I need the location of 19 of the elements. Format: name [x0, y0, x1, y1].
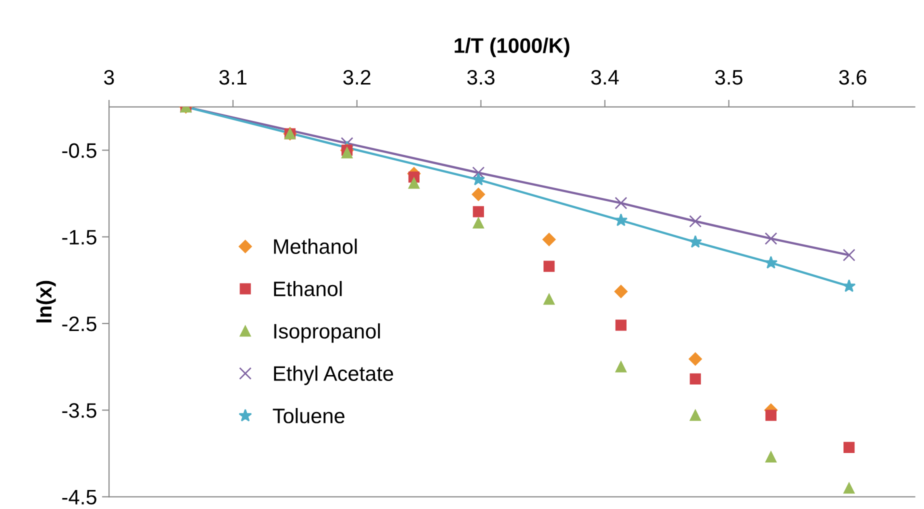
- x-tick-label: 3: [104, 70, 114, 85]
- y-tick-label: -1.5: [62, 230, 96, 245]
- x-tick-label: 3.5: [715, 70, 742, 85]
- x-tick-label: 3.3: [467, 70, 494, 85]
- legend-label: Toluene: [272, 408, 344, 424]
- legend-label: Ethanol: [274, 280, 342, 296]
- legend-label: Methanol: [274, 238, 357, 254]
- x-axis-title: 1/T (1000/K): [454, 38, 570, 58]
- x-tick-label: 3.1: [219, 70, 246, 85]
- x-tick-label: 3.6: [839, 70, 866, 85]
- y-tick-label: -4.5: [62, 490, 96, 505]
- legend-label: Ethyl Acetate: [274, 366, 394, 386]
- y-tick-label: -0.5: [62, 143, 96, 158]
- y-tick-label: -2.5: [62, 316, 96, 332]
- y-axis-title: ln(x): [36, 280, 56, 322]
- y-tick-label: -3.5: [62, 403, 96, 418]
- x-tick-label: 3.2: [343, 70, 370, 85]
- x-tick-label: 3.4: [591, 70, 619, 85]
- legend-label: Isopropanol: [274, 323, 380, 343]
